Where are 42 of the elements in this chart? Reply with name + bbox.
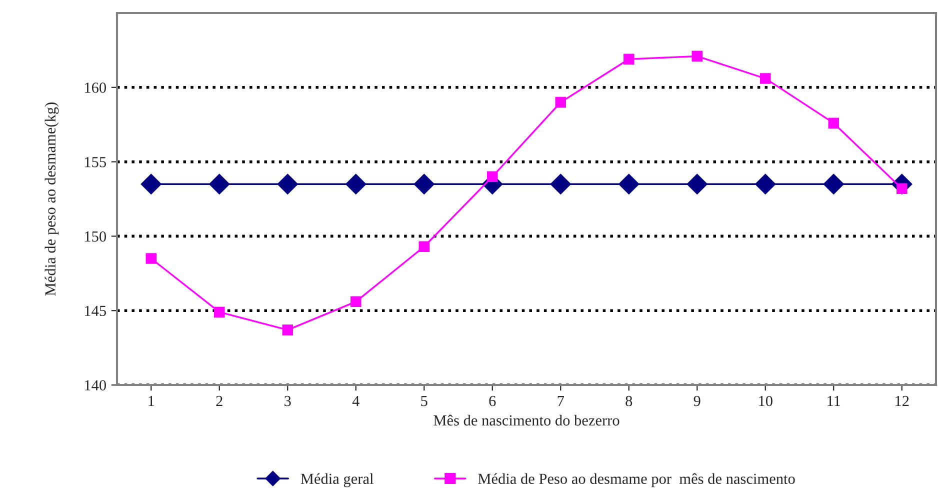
point	[414, 174, 434, 194]
point	[618, 174, 640, 194]
point	[555, 96, 566, 108]
point	[486, 171, 498, 182]
y-tick-label: 160	[85, 82, 106, 93]
x-tick-label: 7	[558, 396, 564, 406]
point	[146, 253, 157, 264]
y-axis-title: Média de peso ao desmame(kg)	[44, 102, 59, 296]
x-tick-label: 8	[626, 396, 632, 406]
point	[346, 174, 366, 194]
y-tick-label: 145	[85, 306, 106, 316]
point	[214, 306, 225, 318]
x-tick-label: 10	[759, 396, 772, 406]
x-tick-label: 4	[352, 396, 360, 406]
point	[550, 174, 571, 194]
point	[418, 241, 430, 252]
x-tick-label: 5	[421, 396, 428, 406]
y-tick-label: 140	[85, 380, 106, 390]
point	[755, 174, 776, 194]
point	[277, 174, 298, 194]
point	[140, 174, 162, 194]
x-tick-label: 2	[216, 396, 222, 406]
point	[282, 324, 294, 336]
point	[828, 118, 840, 128]
point	[350, 296, 362, 308]
legend-label: Média de Peso ao desmame por mês de nascimento	[478, 473, 795, 488]
x-tick-label: 3	[284, 396, 291, 406]
x-tick-label: 12	[896, 396, 909, 406]
point	[209, 174, 230, 194]
x-axis-title: Mês de nascimento do bezerro	[434, 414, 620, 426]
point	[823, 174, 844, 194]
y-tick-label: 150	[85, 231, 106, 242]
point	[623, 54, 634, 65]
x-tick-label: 11	[828, 396, 840, 406]
x-tick-label: 9	[694, 396, 700, 406]
point	[760, 73, 771, 84]
point	[692, 50, 703, 62]
point	[686, 174, 708, 194]
x-tick-label: 6	[489, 396, 496, 406]
legend-label: Média geral	[300, 473, 374, 488]
x-tick-label: 1	[148, 396, 154, 406]
y-tick-label: 155	[85, 157, 106, 168]
